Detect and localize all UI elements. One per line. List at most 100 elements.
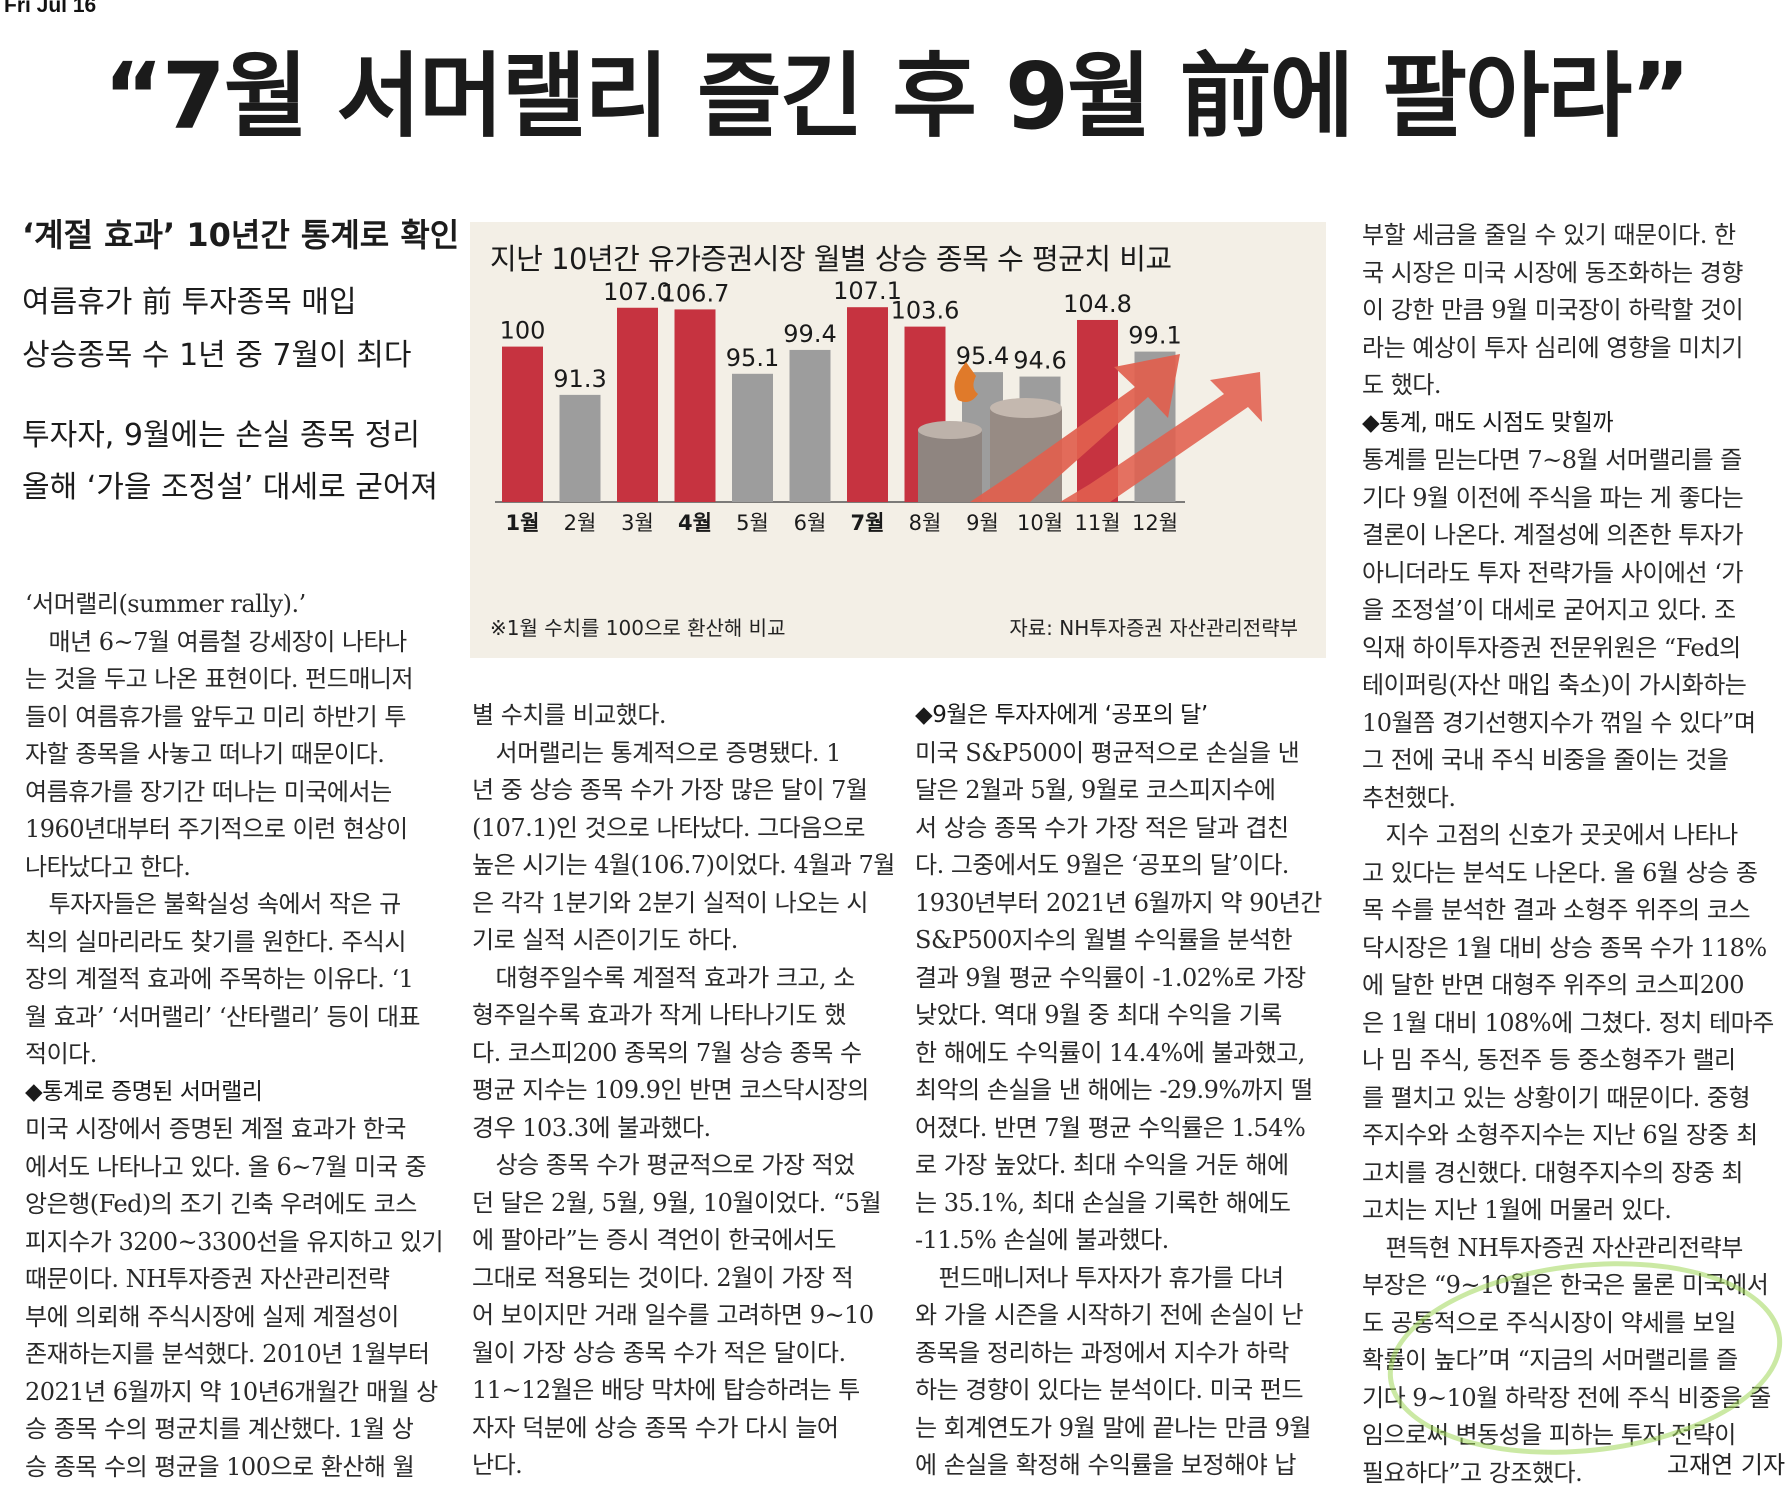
text-line: 별 수치를 비교했다. <box>472 701 667 729</box>
text-line: 하는 경향이 있다는 분석이다. 미국 펀드 <box>915 1376 1304 1404</box>
x-tick-label: 10월 <box>1017 511 1063 535</box>
section-heading: ◆통계로 증명된 서머랠리 <box>25 1078 263 1105</box>
trend-arrow-shape <box>1060 372 1262 502</box>
text-line: 높은 시기는 4월(106.7)이었다. 4월과 7월 <box>472 851 895 879</box>
x-tick-label: 5월 <box>736 511 769 535</box>
text-line: 앙은행(Fed)의 조기 긴축 우려에도 코스 <box>25 1190 417 1218</box>
x-tick-label: 6월 <box>794 511 827 535</box>
text-line: 은 1월 대비 108%에 그쳤다. 정치 테마주 <box>1362 1008 1774 1037</box>
section-heading: ◆9월은 투자자에게 ‘공포의 달’ <box>915 702 1208 728</box>
text-line: 기다 9~10월 하락장 전에 주식 비중을 줄 <box>1362 1383 1771 1412</box>
text-line: 에 달한 반면 대형주 위주의 코스피200 <box>1362 971 1745 999</box>
decorative-illustration <box>918 354 1262 502</box>
text-line: 아니더라도 투자 전략가들 사이에선 ‘가 <box>1362 558 1743 587</box>
text-line: 는 것을 두고 나온 표현이다. 펀드매니저 <box>25 665 414 693</box>
text-line: 는 35.1%, 최대 손실을 기록한 해에도 <box>915 1188 1291 1217</box>
text-line: 경우 103.3에 불과했다. <box>472 1113 711 1142</box>
text-line: 자자 덕분에 상승 종목 수가 다시 늘어 <box>472 1413 839 1442</box>
article-column-3: ◆9월은 투자자에게 ‘공포의 달’ 미국 S&P500이 평균적으로 손실을 낸… <box>915 697 1322 1485</box>
bar-6월 <box>789 349 831 502</box>
text-line: 월 효과’ ‘서머랠리’ ‘산타랠리’ 등이 대표 <box>25 1002 421 1031</box>
text-line: 익재 하이투자증권 전문위원은 “Fed의 <box>1362 633 1741 662</box>
text-line: 확률이 높다”며 “지금의 서머랠리를 즐 <box>1362 1346 1738 1374</box>
bar-5월 <box>732 373 773 502</box>
text-line: 다. 그중에서도 9월은 ‘공포의 달’이다. <box>915 851 1289 879</box>
bar-chart: 100 1월 91.3 2월 107.0 3월 106.7 4월 95.1 5월 99.4 6월 107… <box>470 222 1326 658</box>
byline: 고재연 기자 <box>1667 1451 1786 1479</box>
text-line: 테이퍼링(자산 매입 축소)이 가시화하는 <box>1362 671 1747 699</box>
text-line: 라는 예상이 투자 심리에 영향을 미치기 <box>1362 333 1743 362</box>
text-line: 다. 코스피200 종목의 7월 상승 종목 수 <box>472 1038 862 1067</box>
bar-value-label: 95.1 <box>726 344 779 372</box>
text-line: 결론이 나온다. 계절성에 의존한 투자가 <box>1362 521 1743 549</box>
text-line: 상승 종목 수가 평균적으로 가장 적었 <box>472 1151 855 1179</box>
text-line: 도 했다. <box>1362 371 1441 399</box>
text-line: 때문이다. NH투자증권 자산관리전략 <box>25 1265 390 1293</box>
text-line: 어졌다. 반면 7월 평균 수익률은 1.54% <box>915 1113 1306 1142</box>
text-line: 서머랠리는 통계적으로 증명됐다. 1 <box>472 738 841 767</box>
flame-shape <box>954 362 978 402</box>
text-line: 매년 6~7월 여름철 강세장이 나타나 <box>25 627 407 656</box>
text-line: 그 전에 국내 주식 비중을 줄이는 것을 <box>1362 746 1729 774</box>
text-line: ‘서머랠리(summer rally).’ <box>25 590 306 618</box>
chart-plot: 100 1월 91.3 2월 107.0 3월 106.7 4월 95.1 5월 99.4 6월 107… <box>495 277 1262 535</box>
bar-value-label: 103.6 <box>891 297 960 325</box>
text-line: 최악의 손실을 낸 해에는 -29.9%까지 떨 <box>915 1076 1313 1104</box>
text-line: 월이 가장 상승 종목 수가 적은 달이다. <box>472 1338 846 1367</box>
bar-3월 <box>617 307 658 502</box>
bar-value-label: 91.3 <box>553 365 606 393</box>
text-line: 피지수가 3200~3300선을 유지하고 있기 <box>25 1227 444 1256</box>
text-line: 로 가장 높았다. 최대 수익을 거둔 해에 <box>915 1151 1289 1179</box>
text-line: 나 밈 주식, 동전주 등 중소형주가 랠리 <box>1362 1046 1736 1074</box>
text-line: 11~12월은 배당 막차에 탑승하려는 투 <box>472 1376 860 1404</box>
text-line: 에 팔아라”는 증시 격언이 한국에서도 <box>472 1226 836 1254</box>
bar-value-label: 106.7 <box>661 279 730 307</box>
text-line: 부장은 “9~10월은 한국은 물론 미국에서 <box>1362 1271 1769 1299</box>
text-line: 을 조정설’이 대세로 굳어지고 있다. 조 <box>1362 596 1736 624</box>
x-tick-label: 8월 <box>909 511 942 535</box>
text-line: 평균 지수는 109.9인 반면 코스닥시장의 <box>472 1076 869 1104</box>
headline: “7월 서머랠리 즐긴 후 9월 前에 팔아라” <box>103 43 1690 150</box>
x-tick-label: 1월 <box>506 511 540 535</box>
text-line: 한 해에도 수익률이 14.4%에 불과했고, <box>915 1038 1305 1067</box>
text-line: 자할 종목을 사놓고 떠나기 때문이다. <box>25 740 385 768</box>
section-heading: ◆통계, 매도 시점도 맞힐까 <box>1362 409 1614 436</box>
bar-value-label: 100 <box>500 317 546 345</box>
text-line: 들이 여름휴가를 앞두고 미리 하반기 투 <box>25 702 406 731</box>
text-line: 2021년 6월까지 약 10년6개월간 매월 상 <box>25 1377 438 1406</box>
subhead-5: 올해 ‘가을 조정설’ 대세로 굳어져 <box>22 470 439 505</box>
text-line: 장의 계절적 효과에 주목하는 이유다. ‘1 <box>25 965 414 993</box>
text-line: 고치를 경신했다. 대형주지수의 장중 최 <box>1362 1158 1743 1187</box>
text-line: 주지수와 소형주지수는 지난 6일 장중 최 <box>1362 1121 1758 1149</box>
trend-arrow-shape <box>970 354 1180 502</box>
chart-source: 자료: NH투자증권 자산관리전략부 <box>1009 616 1298 640</box>
text-line: 대형주일수록 계절적 효과가 크고, 소 <box>472 963 855 992</box>
coin-stack-top <box>918 421 982 439</box>
text-line: 존재하는지를 분석했다. 2010년 1월부터 <box>25 1340 430 1368</box>
text-line: 부할 세금을 줄일 수 있기 때문이다. 한 <box>1362 221 1736 249</box>
text-line: 승 종목 수의 평균을 100으로 환산해 월 <box>25 1452 415 1481</box>
chart-title: 지난 10년간 유가증권시장 월별 상승 종목 수 평균치 비교 <box>490 242 1172 276</box>
text-line: 미국 S&P500이 평균적으로 손실을 낸 <box>915 738 1300 767</box>
text-line: 지수 고점의 신호가 곳곳에서 나타나 <box>1362 821 1738 849</box>
text-line: 미국 시장에서 증명된 계절 효과가 한국 <box>25 1115 406 1143</box>
text-line: 달은 2월과 5월, 9월로 코스피지수에 <box>915 776 1276 804</box>
text-line: 추천했다. <box>1362 783 1456 812</box>
text-line: 결과 9월 평균 수익률이 -1.02%로 가장 <box>915 963 1306 992</box>
date-stamp: Fri Jul 16 <box>4 0 97 17</box>
text-line: 이 강한 만큼 9월 미국장이 하락할 것이 <box>1362 296 1744 324</box>
text-line: 1960년대부터 주기적으로 이런 현상이 <box>25 815 408 843</box>
coin-stack-top <box>990 398 1062 418</box>
bar-1월 <box>502 346 543 502</box>
text-line: 승 종목 수의 평균치를 계산했다. 1월 상 <box>25 1415 414 1443</box>
text-line: 도 공통적으로 주식시장이 약세를 보일 <box>1362 1308 1736 1337</box>
subhead-4: 투자자, 9월에는 손실 종목 정리 <box>22 418 420 453</box>
x-tick-label: 12월 <box>1132 511 1178 535</box>
text-line: 난다. <box>472 1451 523 1479</box>
text-line: 투자자들은 불확실성 속에서 작은 규 <box>25 890 401 918</box>
text-line: 펀드매니저나 투자자가 휴가를 다녀 <box>915 1263 1284 1292</box>
bar-4월 <box>674 309 716 502</box>
text-line: 임으로써 변동성을 피하는 투자 전략이 <box>1362 1421 1736 1449</box>
text-line: 10월쯤 경기선행지수가 꺾일 수 있다”며 <box>1362 708 1756 737</box>
text-line: 와 가을 시즌을 시작하기 전에 손실이 난 <box>915 1301 1304 1329</box>
